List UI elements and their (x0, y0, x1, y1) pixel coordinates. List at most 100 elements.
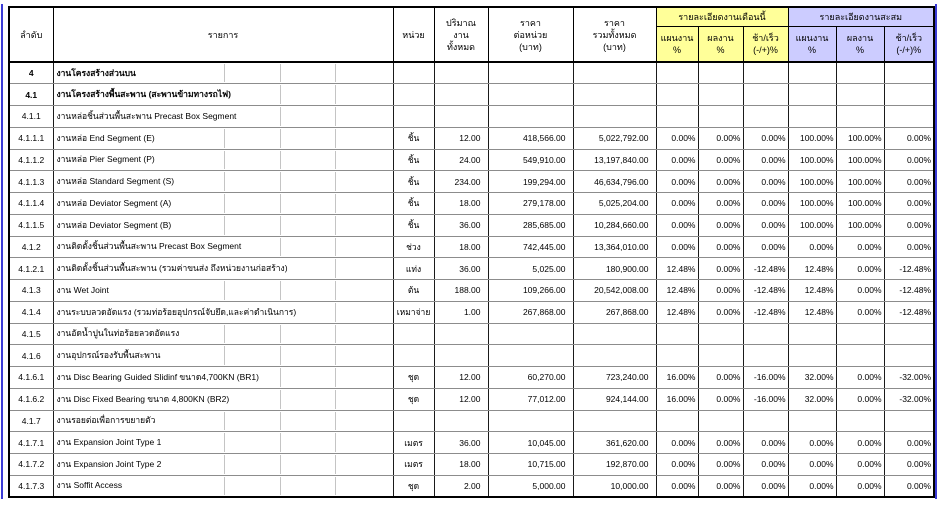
cell-quantity[interactable]: 188.00 (433, 279, 489, 302)
cell-description[interactable]: งานหล่อ End Segment (E) (52, 126, 394, 150)
cell-no[interactable]: 4.1.7.1 (8, 431, 54, 454)
cell-month-plan[interactable]: 0.00% (655, 453, 699, 476)
cell-month-variance[interactable] (742, 322, 789, 346)
cell-month-actual[interactable]: 0.00% (697, 474, 744, 498)
cell-cum-variance[interactable] (883, 105, 935, 128)
cell-month-actual[interactable]: 0.00% (697, 257, 744, 280)
cell-quantity[interactable]: 1.00 (433, 300, 489, 324)
cell-quantity[interactable]: 18.00 (433, 235, 489, 259)
cell-month-variance[interactable]: -12.48% (742, 300, 789, 324)
cell-unit[interactable]: ช่วง (392, 235, 435, 259)
cell-no[interactable]: 4.1.6.1 (8, 366, 54, 389)
cell-total-price[interactable]: 361,620.00 (572, 431, 657, 454)
cell-unit-price[interactable]: 279,178.00 (487, 192, 574, 215)
cell-month-variance[interactable]: 0.00% (742, 431, 789, 454)
cell-cum-actual[interactable]: 0.00% (835, 474, 885, 498)
cell-unit[interactable]: ชิ้น (392, 126, 435, 150)
cell-unit-price[interactable]: 418,566.00 (487, 126, 574, 150)
cell-month-actual[interactable] (697, 344, 744, 367)
cell-no[interactable]: 4.1.7 (8, 409, 54, 433)
cell-month-actual[interactable] (697, 322, 744, 346)
cell-cum-variance[interactable]: -12.48% (883, 279, 935, 302)
cell-month-variance[interactable]: 0.00% (742, 170, 789, 193)
cell-month-plan[interactable]: 0.00% (655, 170, 699, 193)
cell-description[interactable]: งานหล่อ Deviator Segment (A) (52, 192, 394, 215)
cell-month-actual[interactable]: 0.00% (697, 279, 744, 302)
cell-total-price[interactable]: 10,000.00 (572, 474, 657, 498)
cell-unit-price[interactable]: 199,294.00 (487, 170, 574, 193)
cell-cum-variance[interactable]: -12.48% (883, 300, 935, 324)
cell-description[interactable]: งาน Wet Joint (52, 279, 394, 302)
cell-month-variance[interactable]: -12.48% (742, 257, 789, 280)
header-unit-price[interactable]: ราคา ต่อหน่วย (บาท) (487, 6, 574, 63)
header-total-price[interactable]: ราคา รวมทั้งหมด (บาท) (572, 6, 657, 63)
cell-unit[interactable]: แท่ง (392, 257, 435, 280)
cell-month-plan[interactable]: 16.00% (655, 366, 699, 389)
header-month-group[interactable]: รายละเอียดงานเดือนนี้ (655, 6, 789, 27)
cell-total-price[interactable] (572, 344, 657, 367)
cell-cum-variance[interactable] (883, 83, 935, 106)
cell-unit-price[interactable]: 742,445.00 (487, 235, 574, 259)
cell-unit[interactable] (392, 344, 435, 367)
cell-cum-variance[interactable]: 0.00% (883, 192, 935, 215)
cell-quantity[interactable]: 36.00 (433, 431, 489, 454)
cell-unit-price[interactable] (487, 61, 574, 85)
header-cum-plan[interactable]: แผนงาน % (787, 25, 837, 63)
cell-cum-variance[interactable]: -12.48% (883, 257, 935, 280)
cell-total-price[interactable]: 723,240.00 (572, 366, 657, 389)
cell-month-variance[interactable] (742, 105, 789, 128)
cell-no[interactable]: 4.1.1 (8, 105, 54, 128)
cell-month-variance[interactable]: 0.00% (742, 148, 789, 172)
cell-cum-actual[interactable]: 0.00% (835, 387, 885, 411)
cell-unit[interactable] (392, 61, 435, 85)
cell-no[interactable]: 4.1.4 (8, 300, 54, 324)
cell-cum-actual[interactable]: 100.00% (835, 148, 885, 172)
cell-cum-actual[interactable] (835, 409, 885, 433)
cell-quantity[interactable]: 36.00 (433, 257, 489, 280)
cell-month-actual[interactable]: 0.00% (697, 170, 744, 193)
cell-month-plan[interactable] (655, 105, 699, 128)
cell-quantity[interactable] (433, 322, 489, 346)
cell-unit-price[interactable]: 285,685.00 (487, 213, 574, 237)
cell-unit[interactable]: ต้น (392, 279, 435, 302)
header-cum-variance[interactable]: ช้า/เร็ว (-/+)% (883, 25, 935, 63)
cell-cum-actual[interactable]: 100.00% (835, 126, 885, 150)
cell-cum-variance[interactable]: 0.00% (883, 213, 935, 237)
cell-description[interactable]: งานโครงสร้างส่วนบน (52, 61, 394, 85)
cell-unit[interactable]: ชุด (392, 387, 435, 411)
cell-unit[interactable]: ชุด (392, 474, 435, 498)
cell-month-actual[interactable]: 0.00% (697, 453, 744, 476)
cell-no[interactable]: 4.1.6 (8, 344, 54, 367)
cell-unit[interactable] (392, 105, 435, 128)
cell-cum-actual[interactable]: 100.00% (835, 213, 885, 237)
cell-month-plan[interactable] (655, 83, 699, 106)
cell-month-actual[interactable]: 0.00% (697, 387, 744, 411)
cell-month-plan[interactable]: 0.00% (655, 235, 699, 259)
cell-unit[interactable]: ชิ้น (392, 213, 435, 237)
cell-no[interactable]: 4.1.7.2 (8, 453, 54, 476)
cell-cum-plan[interactable] (787, 344, 837, 367)
cell-total-price[interactable]: 267,868.00 (572, 300, 657, 324)
cell-cum-plan[interactable] (787, 83, 837, 106)
cell-month-plan[interactable]: 0.00% (655, 474, 699, 498)
cell-total-price[interactable] (572, 322, 657, 346)
cell-month-actual[interactable] (697, 409, 744, 433)
cell-unit[interactable]: ชิ้น (392, 148, 435, 172)
cell-month-actual[interactable] (697, 83, 744, 106)
header-cumulative-group[interactable]: รายละเอียดงานสะสม (787, 6, 935, 27)
cell-cum-plan[interactable] (787, 61, 837, 85)
cell-total-price[interactable]: 13,364,010.00 (572, 235, 657, 259)
cell-cum-plan[interactable]: 32.00% (787, 387, 837, 411)
cell-month-plan[interactable] (655, 322, 699, 346)
cell-month-plan[interactable] (655, 344, 699, 367)
cell-cum-plan[interactable] (787, 105, 837, 128)
cell-unit[interactable] (392, 322, 435, 346)
cell-unit-price[interactable]: 109,266.00 (487, 279, 574, 302)
cell-no[interactable]: 4.1.1.5 (8, 213, 54, 237)
cell-month-variance[interactable]: 0.00% (742, 192, 789, 215)
cell-cum-plan[interactable]: 100.00% (787, 192, 837, 215)
cell-month-plan[interactable]: 0.00% (655, 126, 699, 150)
header-item[interactable]: รายการ (52, 6, 394, 63)
cell-cum-actual[interactable] (835, 322, 885, 346)
cell-quantity[interactable] (433, 344, 489, 367)
